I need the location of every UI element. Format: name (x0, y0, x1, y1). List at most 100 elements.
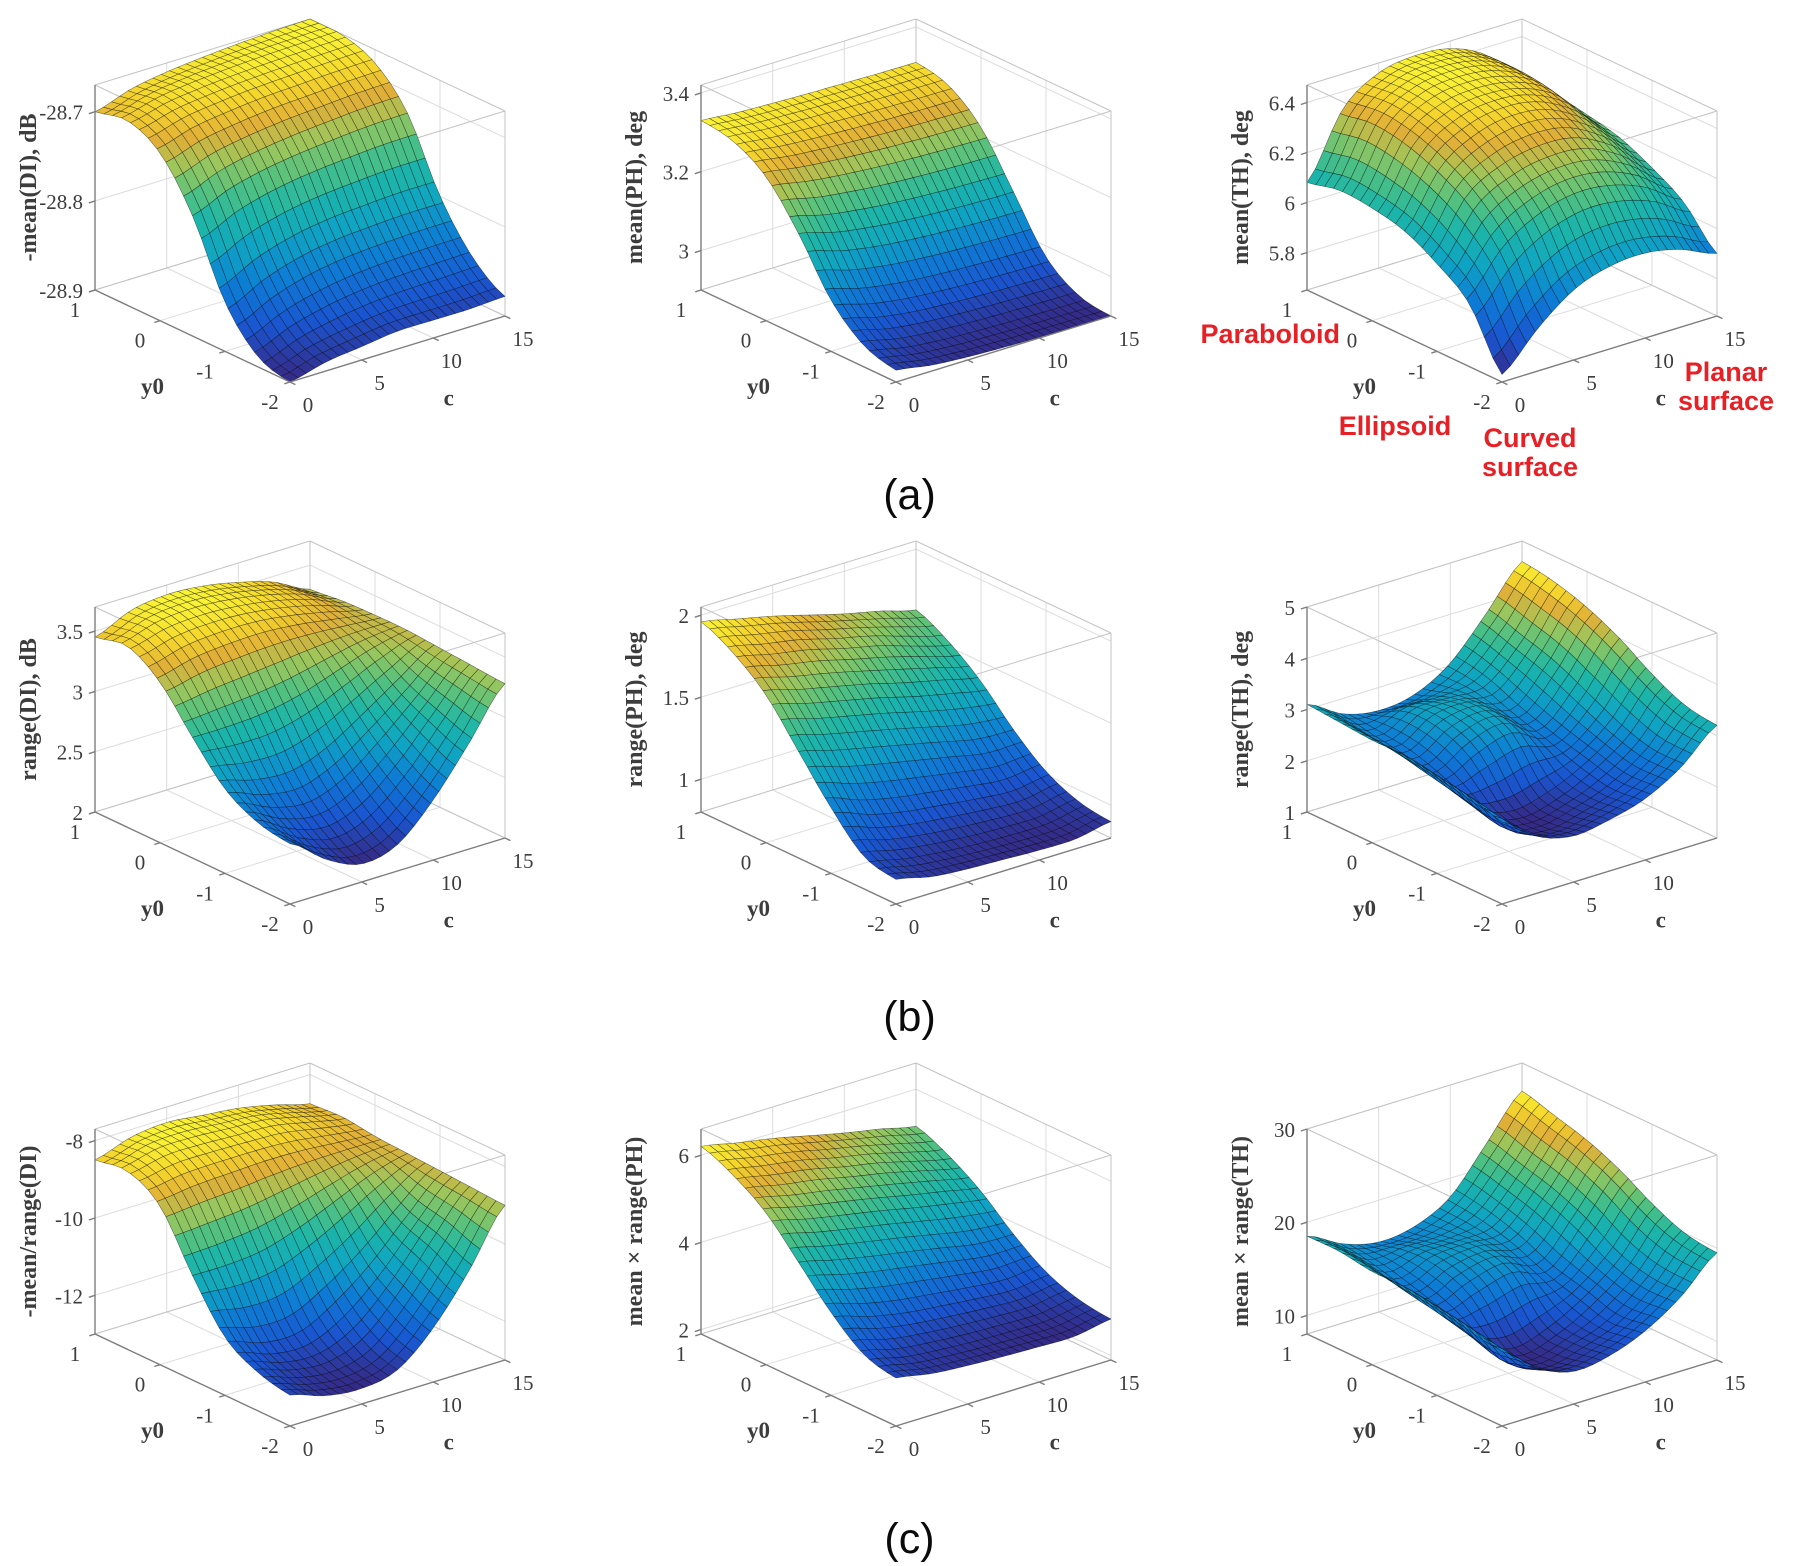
c-tick-label: 15 (1119, 327, 1140, 351)
caption-row-a: (a) (883, 471, 936, 519)
z-tick-label: 3.5 (57, 620, 83, 644)
y0-tick-label: -2 (867, 912, 885, 936)
y0-axis-label: y0 (141, 1418, 164, 1443)
surface-plot-range-di: 0 5 10 15 -2 -1 0 12 2.5 3 3.5 c y0 range(DI), dB (16, 540, 534, 939)
z-tick-label: 6 (679, 1144, 690, 1168)
y0-tick-label: 1 (70, 298, 81, 322)
z-tick-label: 30 (1274, 1118, 1295, 1142)
row-c-plots: 0 5 10 15 -2 -1 0 1 -12 -1 0 -8 c y0 -mean/range(DI) 0… (0, 1044, 1819, 1514)
y0-axis-label: y0 (1353, 896, 1376, 921)
surface-mesh (700, 609, 1112, 880)
y0-axis-label: y0 (141, 896, 164, 921)
c-tick-label: 0 (303, 1437, 314, 1461)
c-axis-label: c (1050, 1430, 1060, 1455)
c-axis-label: c (1656, 386, 1666, 411)
y0-axis-label: y0 (141, 374, 164, 399)
c-axis-label: c (1050, 908, 1060, 933)
c-tick-label: 10 (441, 871, 462, 895)
z-axis-label: range(DI), dB (16, 638, 42, 781)
c-tick-label: 15 (1725, 327, 1746, 351)
z-tick-label: 3 (1285, 699, 1296, 723)
z-tick-label: -8 (66, 1130, 84, 1154)
axes-labels: 0 5 10 15 -2 -1 0 1 3 3.2 3.4 c y0 mean(PH), deg (622, 82, 1140, 417)
z-tick-label: 2.5 (57, 741, 83, 765)
z-axis-label: range(TH), deg (1228, 631, 1254, 788)
z-axis-label: mean(PH), deg (622, 111, 648, 264)
z-tick-label: 4 (1285, 647, 1296, 671)
y0-tick-label: -2 (261, 912, 279, 936)
y0-tick-label: 0 (1347, 851, 1358, 875)
c-tick-label: 0 (909, 393, 920, 417)
surface-mesh (700, 62, 1112, 371)
surface-mesh (94, 581, 506, 865)
z-tick-label: 10 (1274, 1304, 1295, 1328)
surface-plot-mean-times-range-th: 0 5 10 15 -2 -1 0 1 10 20 30 c y0 mean × range(TH) (1228, 1062, 1746, 1461)
z-axis-label: mean × range(PH) (622, 1137, 648, 1327)
y0-tick-label: 1 (70, 1342, 81, 1366)
z-tick-label: 3 (679, 240, 690, 264)
z-tick-label: 6 (1285, 192, 1296, 216)
axes-labels: 0 5 10 -2 -1 0 11 2 3 4 5 c y0 range(TH), deg (1228, 596, 1718, 939)
y0-tick-label: -1 (196, 359, 214, 383)
surface-plot-mean-th: 0 5 10 15 -2 -1 0 1 5.8 6 6.2 6.4 c y0 mean(TH), deg (1228, 18, 1746, 417)
surface-mesh (1306, 1090, 1718, 1373)
y0-tick-label: -2 (1473, 912, 1491, 936)
y0-axis-label: y0 (747, 374, 770, 399)
c-tick-label: 5 (1586, 1415, 1597, 1439)
caption-row-c: (c) (884, 1515, 935, 1563)
z-axis-label: -mean/range(DI) (16, 1146, 42, 1318)
c-tick-label: 5 (980, 371, 991, 395)
z-axis-label: mean × range(TH) (1228, 1136, 1254, 1327)
c-tick-label: 0 (1515, 1437, 1526, 1461)
z-tick-label: 3.2 (663, 161, 689, 185)
c-tick-label: 5 (980, 1415, 991, 1439)
z-tick-label: 4 (679, 1231, 690, 1255)
y0-tick-label: 0 (135, 1373, 146, 1397)
c-tick-label: 5 (1586, 893, 1597, 917)
z-axis-label: -mean(DI), dB (16, 114, 42, 262)
y0-tick-label: -1 (196, 881, 214, 905)
c-tick-label: 0 (1515, 393, 1526, 417)
axes-labels: 0 5 10 15 -2 -1 0 12 4 6 c y0 mean × range(PH) (622, 1129, 1140, 1461)
c-axis-label: c (444, 1430, 454, 1455)
surface-plot-mean-ph: 0 5 10 15 -2 -1 0 1 3 3.2 3.4 c y0 mean(PH), deg (622, 18, 1140, 417)
c-tick-label: 0 (303, 393, 314, 417)
c-tick-label: 10 (1047, 871, 1068, 895)
z-tick-label: 2 (679, 1319, 690, 1343)
z-tick-label: 5 (1285, 596, 1296, 620)
c-axis-label: c (1656, 1430, 1666, 1455)
y0-tick-label: -2 (1473, 390, 1491, 414)
y0-tick-label: -2 (1473, 1434, 1491, 1458)
z-tick-label: 1 (1285, 801, 1296, 825)
y0-tick-label: -1 (802, 1403, 820, 1427)
y0-tick-label: -1 (1408, 359, 1426, 383)
z-tick-label: -12 (55, 1284, 83, 1308)
caption-row-b: (b) (883, 993, 936, 1041)
y0-tick-label: -1 (196, 1403, 214, 1427)
c-tick-label: 10 (441, 349, 462, 373)
surface-mesh (94, 1103, 506, 1397)
c-tick-label: 0 (303, 915, 314, 939)
y0-tick-label: 1 (70, 820, 81, 844)
c-tick-label: 5 (374, 893, 385, 917)
c-tick-label: 15 (513, 1371, 534, 1395)
c-tick-label: 10 (1653, 1393, 1674, 1417)
z-tick-label: 2 (679, 604, 690, 628)
y0-tick-label: -2 (261, 390, 279, 414)
c-tick-label: 10 (441, 1393, 462, 1417)
y0-tick-label: 0 (1347, 1373, 1358, 1397)
y0-tick-label: 1 (676, 298, 687, 322)
y0-axis-label: y0 (1353, 1418, 1376, 1443)
c-tick-label: 10 (1047, 1393, 1068, 1417)
z-tick-label: 3 (73, 680, 84, 704)
y0-axis-label: y0 (747, 1418, 770, 1443)
c-tick-label: 5 (374, 371, 385, 395)
y0-tick-label: -1 (802, 359, 820, 383)
y0-tick-label: -2 (867, 390, 885, 414)
c-axis-label: c (444, 386, 454, 411)
c-axis-label: c (1050, 386, 1060, 411)
y0-tick-label: 0 (135, 329, 146, 353)
